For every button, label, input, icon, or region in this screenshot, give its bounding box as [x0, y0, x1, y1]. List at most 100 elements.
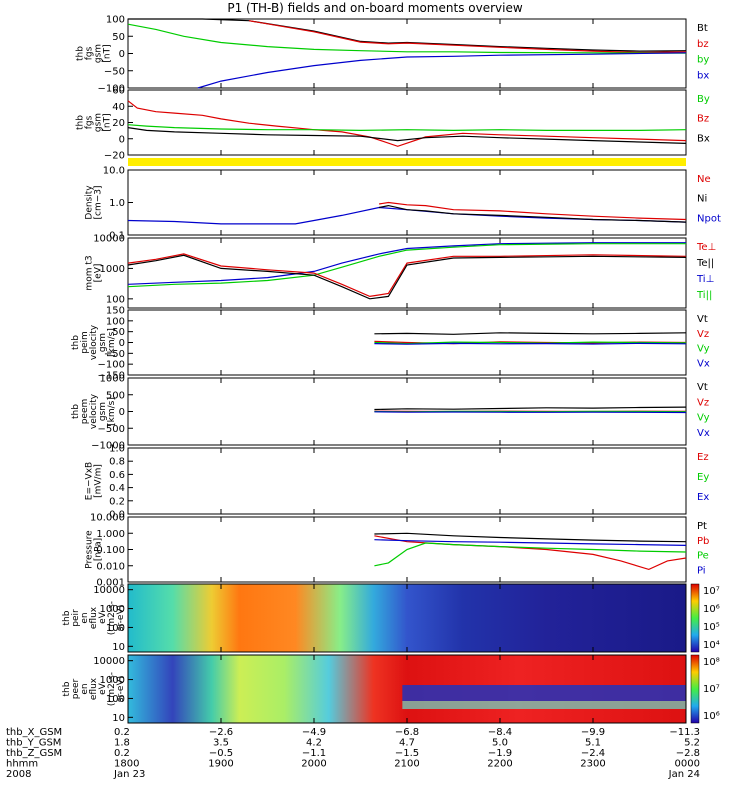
legend-entry: Vx — [697, 358, 710, 369]
x-tick-label: −2.8 — [676, 748, 700, 759]
y-tick-label: 100 — [106, 294, 125, 305]
y-tick-label: 1000 — [100, 675, 125, 686]
x-tick-label: 1800 — [114, 759, 139, 770]
x-axis-row-label: thb_Z_GSM — [6, 748, 62, 759]
series-line — [374, 406, 687, 411]
y-tick-label: 500 — [106, 390, 125, 401]
x-tick-label: −0.5 — [209, 748, 233, 759]
y-axis-label: mom t3 — [85, 255, 95, 290]
x-tick-label: 3.5 — [213, 738, 229, 749]
y-tick-label: 0 — [119, 134, 125, 145]
legend-entry: Vt — [697, 382, 708, 393]
y-axis-label: (cm2-s- — [107, 672, 117, 706]
y-axis-label: [nPa] — [94, 538, 104, 561]
y-tick-label: 0.100 — [96, 545, 125, 556]
series-line — [127, 254, 687, 300]
x-tick-label: 5.2 — [684, 738, 700, 749]
y-tick-label: −500 — [98, 424, 125, 435]
y-tick-label: 0.1 — [109, 231, 125, 242]
legend-entry: by — [697, 55, 709, 66]
series-line — [127, 124, 687, 132]
y-axis-label: gsm — [94, 113, 104, 132]
y-axis-label: [km/s] — [107, 397, 117, 426]
y-tick-label: 10 — [112, 713, 125, 724]
y-axis-label: thb — [71, 335, 81, 350]
y-tick-label: 10000 — [93, 585, 125, 596]
legend-entry: Bt — [697, 23, 708, 34]
legend-entry: Vx — [697, 428, 710, 439]
x-tick-label: −4.9 — [302, 727, 326, 738]
x-tick-label: 2300 — [580, 759, 605, 770]
y-axis-label: thb — [62, 610, 72, 625]
y-tick-label: 10000 — [93, 656, 125, 667]
y-tick-label: 0.4 — [109, 483, 125, 494]
x-axis-row-label: hhmm — [6, 759, 38, 770]
series-line — [374, 341, 687, 345]
y-tick-label: 100 — [106, 15, 125, 26]
y-axis-label: thb — [62, 681, 72, 696]
y-tick-label: 10.000 — [90, 513, 125, 524]
series-line — [197, 52, 687, 89]
y-axis-label: [eV] — [94, 264, 104, 283]
colorbar-label: 10⁷ — [703, 684, 720, 695]
y-axis-label: [mV/m] — [94, 464, 104, 498]
y-tick-label: −20 — [104, 151, 125, 162]
series-line — [248, 20, 687, 54]
series-line — [127, 243, 686, 288]
legend-entry: Vz — [697, 397, 709, 408]
x-tick-label: −9.9 — [581, 727, 605, 738]
series-line — [374, 539, 687, 546]
y-axis-label: peim — [80, 331, 90, 354]
series-line — [374, 332, 687, 335]
y-axis-label: eflux — [89, 677, 99, 700]
y-axis-label: Pressure — [85, 530, 95, 569]
x-tick-label: 0000 — [675, 759, 700, 770]
y-axis-label: peer — [71, 678, 81, 699]
y-tick-label: 100 — [106, 694, 125, 705]
y-axis-label: E=−VxB — [85, 462, 95, 500]
x-axis-row-label: 2008 — [6, 769, 31, 780]
y-tick-label: 100 — [106, 623, 125, 634]
y-tick-label: 60 — [112, 86, 125, 97]
x-tick-label: 0.2 — [114, 748, 130, 759]
y-axis-label: peir — [71, 609, 81, 627]
y-axis-label: eflux — [89, 606, 99, 629]
x-tick-label: 2100 — [394, 759, 419, 770]
y-tick-label: 0.0 — [109, 510, 125, 521]
y-tick-label: 10.0 — [103, 166, 125, 177]
x-tick-label: −2.4 — [581, 748, 605, 759]
y-tick-label: 0 — [119, 49, 125, 60]
y-axis-label: [nT] — [103, 113, 113, 131]
series-line — [128, 18, 687, 52]
y-tick-label: 150 — [106, 306, 125, 317]
y-tick-label: 40 — [112, 102, 125, 113]
x-tick-label: 5.0 — [492, 738, 508, 749]
colorbar-label: 10⁶ — [703, 711, 720, 722]
legend-entry: Bz — [697, 114, 709, 125]
y-tick-label: 1000 — [100, 264, 125, 275]
legend-entry: Pi — [697, 565, 706, 576]
peer-spectrogram-band — [402, 701, 686, 709]
x-tick-label: −1.5 — [395, 748, 419, 759]
y-axis-label: eV — [98, 682, 108, 695]
y-tick-label: 0 — [119, 407, 125, 418]
x-tick-label: −11.3 — [669, 727, 700, 738]
legend-entry: Bx — [697, 133, 710, 144]
legend-entry: bz — [697, 39, 709, 50]
y-tick-label: 1.0 — [109, 444, 125, 455]
y-axis-label: sr-eV) — [116, 605, 126, 631]
y-axis-label: eV — [98, 611, 108, 624]
x-tick-label: 2200 — [487, 759, 512, 770]
x-tick-label: −8.4 — [488, 727, 512, 738]
legend-entry: Vt — [697, 314, 708, 325]
legend-entry: By — [697, 94, 710, 105]
legend-entry: Ti⊥ — [696, 274, 714, 285]
y-tick-label: 1000 — [100, 604, 125, 615]
colorbar — [690, 654, 700, 724]
series-line — [374, 411, 687, 414]
legend-entry: Ti|| — [696, 290, 712, 301]
colorbar-label: 10⁴ — [703, 640, 720, 651]
y-axis-label: fgs — [85, 46, 95, 60]
panel-frame — [127, 169, 687, 236]
y-tick-label: −1000 — [91, 441, 125, 452]
